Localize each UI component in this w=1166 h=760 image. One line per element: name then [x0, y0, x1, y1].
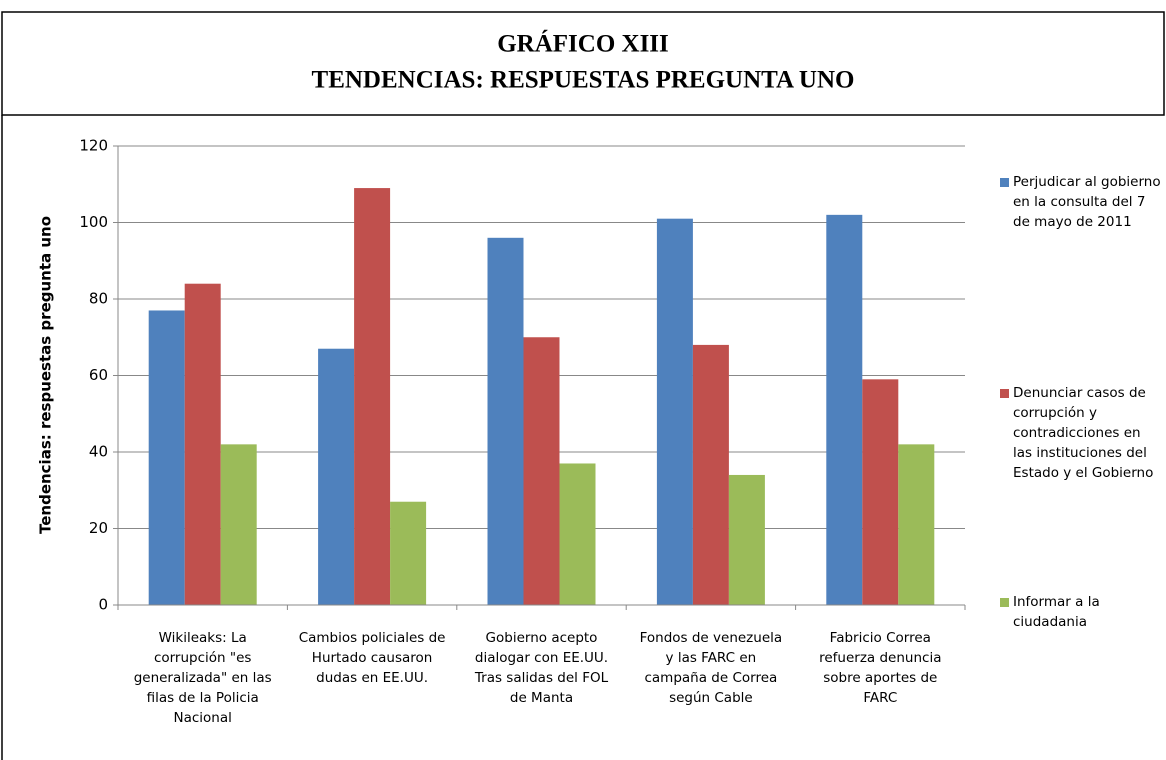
- y-tick-label: 40: [89, 443, 108, 461]
- x-tick-label: Fondos de venezuela y las FARC en campañ…: [639, 630, 783, 706]
- bar: [898, 444, 935, 605]
- bar: [559, 463, 596, 605]
- bar: [390, 501, 427, 605]
- y-tick-label: 80: [89, 290, 108, 308]
- legend-label: Perjudicar al gobierno en la consulta de…: [1013, 174, 1161, 230]
- bar: [318, 348, 355, 605]
- bar: [148, 310, 185, 605]
- x-tick-label: Wikileaks: La corrupción "es generalizad…: [133, 630, 272, 726]
- y-tick-label: 100: [79, 213, 108, 231]
- bar: [862, 379, 899, 605]
- bar: [656, 218, 693, 606]
- legend-swatch: [1000, 178, 1009, 187]
- bar: [728, 474, 765, 605]
- legend-label: Informar a la ciudadania: [1013, 594, 1100, 630]
- bar: [523, 337, 560, 605]
- bar: [220, 444, 257, 605]
- y-axis-label: Tendencias: respuestas pregunta uno: [37, 216, 55, 534]
- legend-label: Denunciar casos de corrupción y contradi…: [1013, 385, 1154, 481]
- bar: [354, 188, 391, 605]
- y-tick-label: 120: [79, 137, 108, 155]
- bar: [826, 214, 863, 605]
- bar: [692, 344, 729, 605]
- chart-title: GRÁFICO XIII: [497, 30, 669, 58]
- title-box: [1, 11, 1165, 116]
- x-tick-label: Gobierno acepto dialogar con EE.UU. Tras…: [474, 630, 609, 706]
- legend-swatch: [1000, 389, 1009, 398]
- y-tick-label: 60: [89, 366, 108, 384]
- y-tick-label: 20: [89, 519, 108, 537]
- bar: [184, 283, 221, 605]
- chart-subtitle: TENDENCIAS: RESPUESTAS PREGUNTA UNO: [312, 67, 855, 94]
- x-tick-label: Cambios policiales de Hurtado causaron d…: [298, 630, 446, 686]
- bar: [487, 237, 524, 606]
- legend-swatch: [1000, 598, 1009, 607]
- x-tick-label: Fabricio Correa refuerza denuncia sobre …: [819, 630, 942, 706]
- y-tick-label: 0: [98, 596, 108, 614]
